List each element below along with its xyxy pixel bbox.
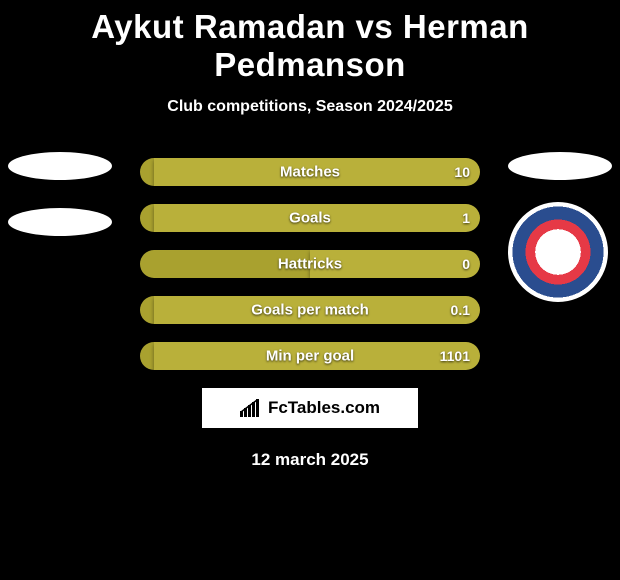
- stat-bar-left: [140, 204, 154, 232]
- stat-row: Goals 1: [140, 204, 480, 232]
- date-line: 12 march 2025: [0, 450, 620, 470]
- stat-value-right: 1101: [440, 348, 470, 364]
- stats-area: Matches 10 Goals 1 Hattricks 0 Goals per match…: [0, 158, 620, 470]
- stat-label: Min per goal: [266, 348, 354, 365]
- brand-box: FcTables.com: [202, 388, 418, 428]
- stat-label: Goals: [289, 210, 331, 227]
- stat-value-right: 0.1: [451, 302, 470, 318]
- stat-bar-left: [140, 158, 154, 186]
- brand-bars-icon: [240, 399, 262, 417]
- player-right-avatar-placeholder: [508, 152, 612, 180]
- stat-row: Goals per match 0.1: [140, 296, 480, 324]
- stat-bar-left: [140, 342, 154, 370]
- player-left-avatar-placeholder: [8, 152, 112, 180]
- stat-label: Goals per match: [251, 302, 369, 319]
- brand-text: FcTables.com: [268, 398, 380, 418]
- versus-title: Aykut Ramadan vs Herman Pedmanson: [0, 8, 620, 84]
- stat-row: Matches 10: [140, 158, 480, 186]
- club-right-emblem: [508, 202, 608, 302]
- season-subtitle: Club competitions, Season 2024/2025: [0, 98, 620, 116]
- stat-value-right: 0: [462, 256, 470, 272]
- stat-value-right: 10: [454, 164, 470, 180]
- stat-label: Hattricks: [278, 256, 342, 273]
- stat-bars: Matches 10 Goals 1 Hattricks 0 Goals per match…: [140, 158, 480, 370]
- stat-row: Hattricks 0: [140, 250, 480, 278]
- stat-bar-left: [140, 296, 154, 324]
- stat-row: Min per goal 1101: [140, 342, 480, 370]
- left-player-badges: [8, 152, 112, 264]
- right-player-badges: [508, 152, 612, 302]
- stat-value-right: 1: [462, 210, 470, 226]
- club-left-logo-placeholder: [8, 208, 112, 236]
- stat-label: Matches: [280, 164, 340, 181]
